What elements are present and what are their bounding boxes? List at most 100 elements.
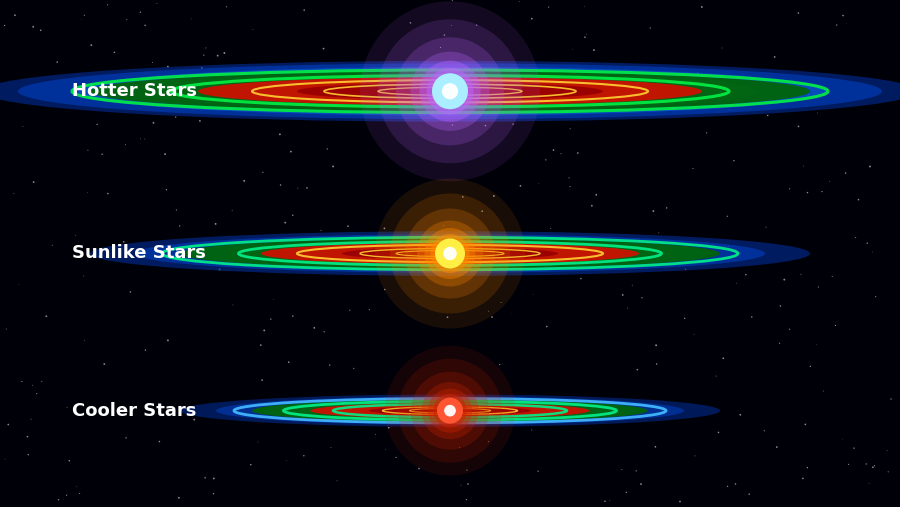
Point <box>525 15 539 23</box>
Point <box>198 474 212 482</box>
Point <box>446 0 460 4</box>
Point <box>796 162 811 170</box>
Point <box>317 328 331 336</box>
Point <box>158 150 172 158</box>
Point <box>726 157 741 165</box>
Point <box>284 148 298 156</box>
Point <box>859 460 873 468</box>
Point <box>742 490 756 498</box>
Point <box>378 285 392 294</box>
Point <box>81 146 95 154</box>
Point <box>266 296 281 304</box>
Point <box>279 457 293 465</box>
Point <box>649 341 663 349</box>
Point <box>646 207 661 215</box>
Point <box>199 44 213 52</box>
Ellipse shape <box>405 208 495 299</box>
Point <box>881 468 896 476</box>
Point <box>739 271 753 279</box>
Point <box>709 372 724 380</box>
Ellipse shape <box>216 396 684 425</box>
Point <box>711 428 725 437</box>
Point <box>673 497 688 505</box>
Point <box>687 330 701 338</box>
Point <box>800 463 814 472</box>
Point <box>652 229 666 237</box>
Point <box>478 122 492 130</box>
Point <box>412 464 427 473</box>
Point <box>534 100 548 108</box>
Point <box>15 122 30 130</box>
Point <box>866 248 880 256</box>
Point <box>868 462 882 470</box>
Ellipse shape <box>297 83 603 100</box>
Ellipse shape <box>435 238 465 269</box>
Point <box>810 341 824 349</box>
Point <box>436 222 451 230</box>
Ellipse shape <box>144 72 756 111</box>
Point <box>149 0 164 8</box>
Point <box>80 189 94 197</box>
Ellipse shape <box>72 67 828 116</box>
Point <box>161 336 176 344</box>
Point <box>26 178 40 186</box>
Point <box>494 299 508 307</box>
Point <box>679 265 693 273</box>
Point <box>650 360 664 368</box>
Point <box>451 84 465 92</box>
Ellipse shape <box>442 83 458 99</box>
Point <box>322 361 337 369</box>
Point <box>0 325 14 333</box>
Point <box>118 140 132 149</box>
Point <box>133 8 148 16</box>
Point <box>598 497 612 505</box>
Ellipse shape <box>427 68 473 115</box>
Ellipse shape <box>443 247 456 260</box>
Point <box>331 253 346 261</box>
Point <box>120 16 134 24</box>
Point <box>629 467 643 475</box>
Point <box>97 360 112 368</box>
Point <box>138 135 152 143</box>
Ellipse shape <box>369 406 531 415</box>
Point <box>74 15 88 23</box>
Point <box>76 272 91 280</box>
Point <box>14 378 29 386</box>
Point <box>866 463 880 472</box>
Point <box>1 420 15 428</box>
Point <box>884 395 898 403</box>
Point <box>446 121 460 129</box>
Point <box>464 68 478 76</box>
Point <box>554 406 568 414</box>
Point <box>285 96 300 104</box>
Point <box>440 313 454 321</box>
Point <box>634 480 648 488</box>
Point <box>60 404 75 412</box>
Point <box>72 489 86 497</box>
Point <box>77 336 92 344</box>
Point <box>69 482 84 490</box>
Point <box>722 105 736 114</box>
Ellipse shape <box>342 247 558 260</box>
Point <box>506 120 520 128</box>
Point <box>251 438 266 446</box>
Point <box>573 235 588 243</box>
Point <box>257 327 272 335</box>
Ellipse shape <box>411 372 489 450</box>
Point <box>297 452 311 460</box>
Point <box>608 263 623 271</box>
Point <box>465 415 480 423</box>
Ellipse shape <box>90 231 810 276</box>
Ellipse shape <box>261 400 639 422</box>
Point <box>734 411 748 419</box>
Ellipse shape <box>261 243 639 264</box>
Point <box>729 279 743 287</box>
Point <box>217 49 231 57</box>
Point <box>211 253 225 261</box>
Point <box>587 46 601 54</box>
Point <box>314 226 328 234</box>
Point <box>68 231 83 239</box>
Ellipse shape <box>430 234 470 273</box>
Point <box>825 272 840 280</box>
Point <box>648 443 662 451</box>
